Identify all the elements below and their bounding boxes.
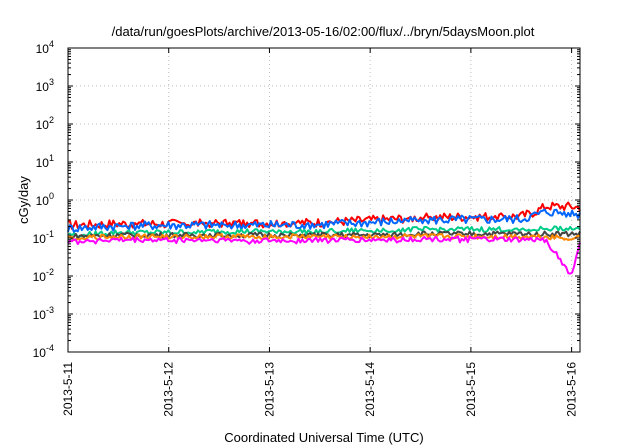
grid (67, 47, 580, 353)
y-tick-label: 10-2 (33, 267, 54, 284)
x-axis-label: Coordinated Universal Time (UTC) (224, 430, 423, 445)
y-axis-label: cGy/day (16, 176, 31, 224)
y-tick-label: 102 (36, 115, 54, 132)
x-tick-label: 2013-5-15 (464, 362, 478, 417)
series-line (67, 208, 581, 233)
y-tick-label: 104 (36, 39, 54, 56)
y-tick-label: 101 (36, 153, 54, 170)
x-tick-label: 2013-5-12 (162, 362, 176, 417)
y-tick-label: 10-1 (33, 229, 54, 246)
y-tick-label: 10-3 (33, 305, 54, 322)
x-tick-label: 2013-5-13 (262, 362, 276, 417)
y-tick-label: 10-4 (33, 343, 54, 360)
y-tick-label: 103 (36, 77, 54, 94)
series-line (67, 235, 581, 275)
x-axis: 2013-5-11 2013-5-12 2013-5-13 2013-5-14 2013… (61, 48, 579, 417)
x-tick-label: 2013-5-16 (565, 362, 579, 417)
x-tick-label: 2013-5-11 (61, 362, 75, 416)
chart-title: /data/run/goesPlots/archive/2013-05-16/0… (112, 24, 535, 39)
series-group (67, 201, 581, 275)
y-axis: 104 103 102 101 100 10-1 10-2 10-3 10-4 (33, 39, 580, 360)
x-tick-label: 2013-5-14 (363, 362, 377, 417)
y-tick-label: 100 (36, 191, 54, 208)
